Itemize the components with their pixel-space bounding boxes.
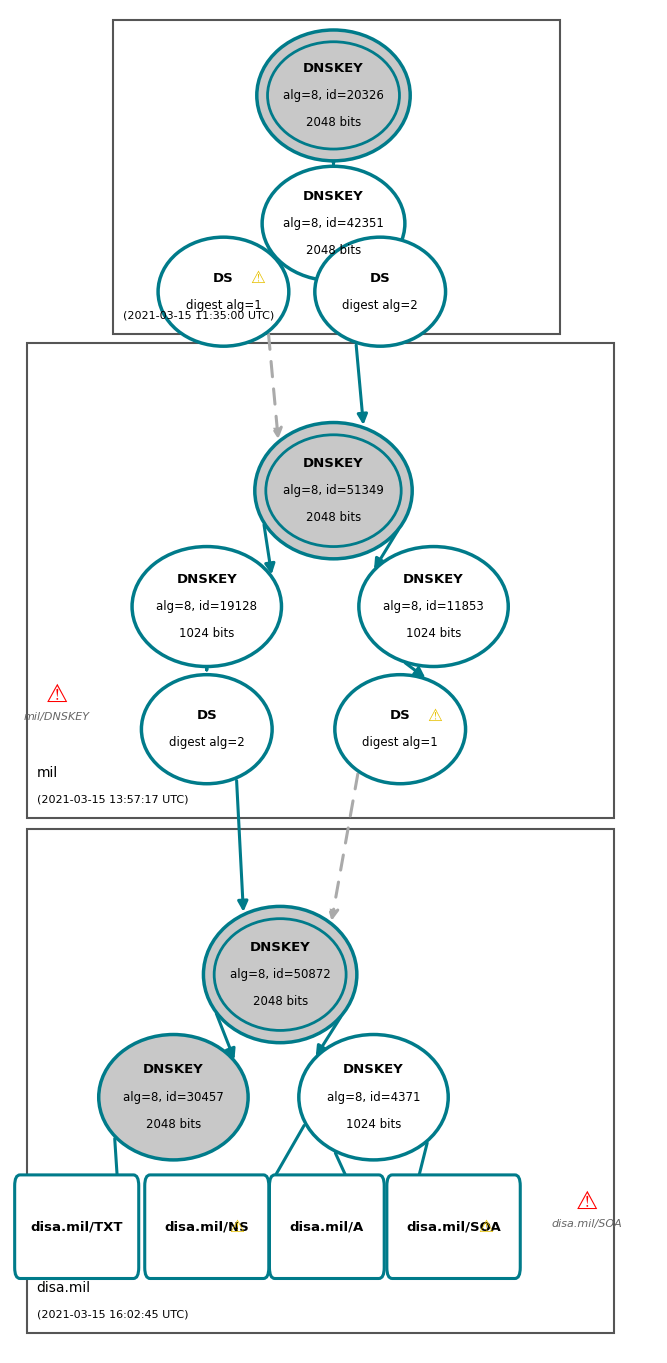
Ellipse shape [158, 237, 289, 346]
Text: ⚠: ⚠ [45, 683, 68, 707]
Text: disa.mil/A: disa.mil/A [289, 1220, 364, 1234]
Text: alg=8, id=19128: alg=8, id=19128 [156, 600, 257, 613]
Ellipse shape [257, 30, 410, 161]
Text: DNSKEY: DNSKEY [303, 189, 364, 203]
Text: (2021-03-15 11:35:00 UTC): (2021-03-15 11:35:00 UTC) [123, 311, 275, 320]
Ellipse shape [267, 42, 400, 149]
Ellipse shape [299, 1035, 448, 1160]
Text: DNSKEY: DNSKEY [303, 61, 364, 75]
Ellipse shape [99, 1035, 248, 1160]
Text: ⚠: ⚠ [427, 706, 442, 725]
Text: DNSKEY: DNSKEY [303, 457, 364, 470]
Text: 2048 bits: 2048 bits [306, 116, 361, 129]
Text: ⚠: ⚠ [250, 269, 265, 288]
FancyBboxPatch shape [145, 1175, 269, 1278]
Text: 1024 bits: 1024 bits [406, 627, 462, 641]
Text: DNSKEY: DNSKEY [343, 1063, 404, 1077]
FancyBboxPatch shape [269, 1175, 384, 1278]
FancyBboxPatch shape [387, 1175, 520, 1278]
Text: DNSKEY: DNSKEY [249, 940, 311, 954]
Text: digest alg=2: digest alg=2 [342, 298, 418, 312]
FancyBboxPatch shape [27, 829, 614, 1333]
Text: mil/DNSKEY: mil/DNSKEY [24, 711, 89, 722]
Ellipse shape [203, 906, 357, 1043]
Text: 2048 bits: 2048 bits [306, 511, 361, 525]
Ellipse shape [266, 435, 401, 547]
Ellipse shape [315, 237, 446, 346]
Text: (2021-03-15 16:02:45 UTC): (2021-03-15 16:02:45 UTC) [37, 1310, 188, 1319]
Text: digest alg=1: digest alg=1 [362, 736, 438, 750]
Ellipse shape [262, 166, 405, 281]
Text: DS: DS [213, 271, 234, 285]
Text: alg=8, id=51349: alg=8, id=51349 [283, 484, 384, 497]
Text: digest alg=1: digest alg=1 [185, 298, 261, 312]
Ellipse shape [359, 547, 508, 667]
FancyBboxPatch shape [15, 1175, 139, 1278]
Text: 1024 bits: 1024 bits [346, 1118, 402, 1131]
Ellipse shape [141, 675, 272, 784]
Text: DS: DS [196, 709, 217, 722]
Text: DS: DS [390, 709, 411, 722]
Text: DNSKEY: DNSKEY [143, 1063, 204, 1077]
FancyBboxPatch shape [27, 343, 614, 818]
Text: digest alg=2: digest alg=2 [169, 736, 245, 750]
Ellipse shape [132, 547, 281, 667]
Text: (2021-03-15 13:57:17 UTC): (2021-03-15 13:57:17 UTC) [37, 795, 188, 804]
Ellipse shape [214, 919, 346, 1030]
Text: 2048 bits: 2048 bits [146, 1118, 201, 1131]
Text: 2048 bits: 2048 bits [253, 995, 307, 1009]
Text: ⚠: ⚠ [576, 1190, 598, 1214]
Text: ⚠: ⚠ [478, 1217, 493, 1236]
Text: alg=8, id=4371: alg=8, id=4371 [327, 1090, 420, 1104]
Text: 2048 bits: 2048 bits [306, 244, 361, 258]
Text: ⚠: ⚠ [229, 1217, 243, 1236]
Text: alg=8, id=11853: alg=8, id=11853 [383, 600, 484, 613]
Text: DNSKEY: DNSKEY [176, 572, 237, 586]
FancyBboxPatch shape [113, 20, 560, 334]
Text: alg=8, id=20326: alg=8, id=20326 [283, 89, 384, 102]
Text: DS: DS [370, 271, 391, 285]
Text: disa.mil/TXT: disa.mil/TXT [31, 1220, 123, 1234]
Ellipse shape [335, 675, 466, 784]
Text: disa.mil/SOA: disa.mil/SOA [552, 1219, 622, 1229]
Text: alg=8, id=50872: alg=8, id=50872 [229, 968, 331, 981]
Text: 1024 bits: 1024 bits [179, 627, 235, 641]
Text: alg=8, id=30457: alg=8, id=30457 [123, 1090, 224, 1104]
Text: alg=8, id=42351: alg=8, id=42351 [283, 217, 384, 230]
Text: mil: mil [37, 766, 58, 780]
Text: disa.mil/NS: disa.mil/NS [164, 1220, 249, 1234]
Ellipse shape [255, 423, 412, 559]
Text: disa.mil: disa.mil [37, 1281, 91, 1295]
Text: disa.mil/SOA: disa.mil/SOA [406, 1220, 501, 1234]
Text: DNSKEY: DNSKEY [403, 572, 464, 586]
